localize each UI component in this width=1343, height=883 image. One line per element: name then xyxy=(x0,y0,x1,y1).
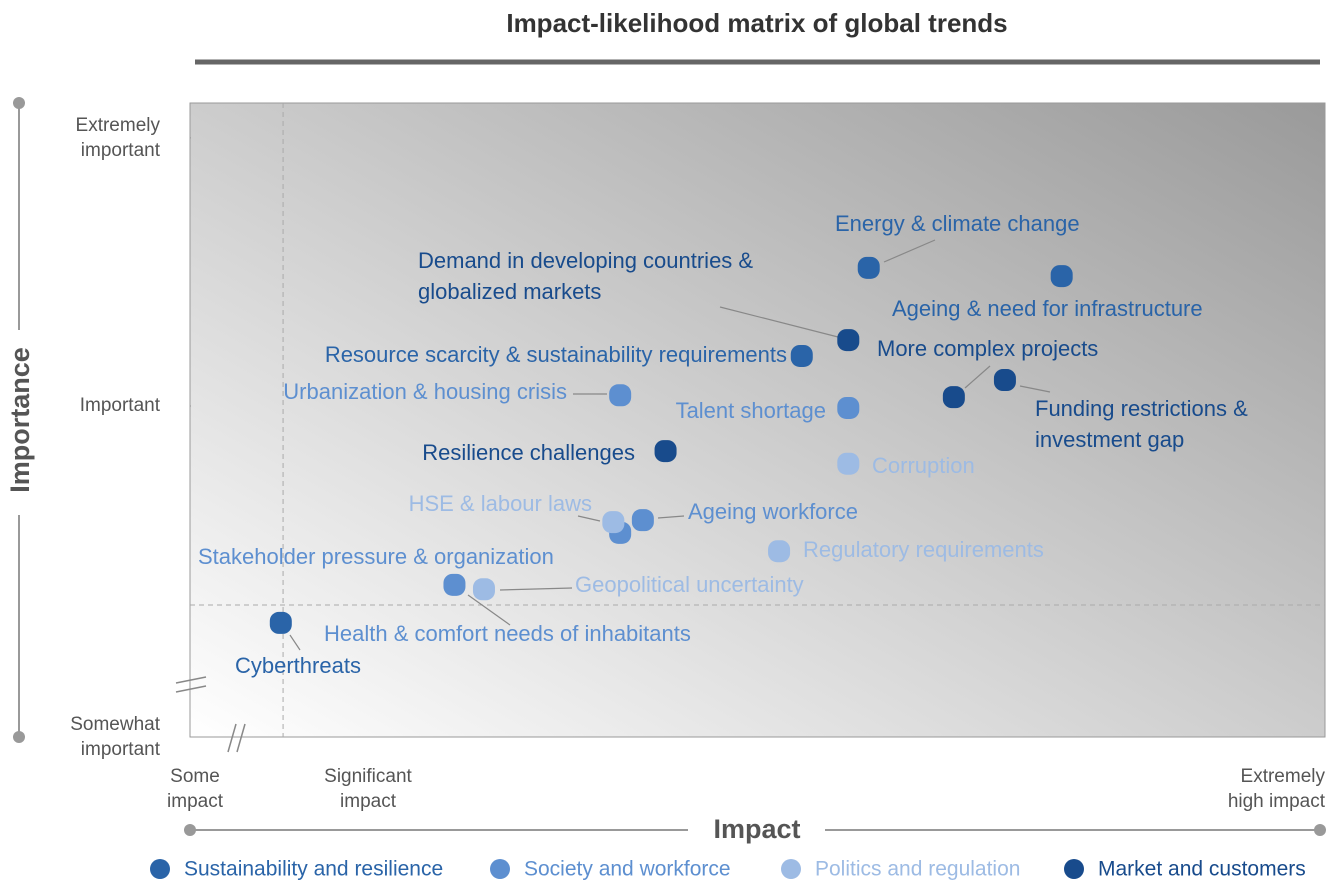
point-label: HSE & labour laws xyxy=(409,491,592,516)
point-label: Regulatory requirements xyxy=(803,537,1044,562)
leader-line xyxy=(577,515,601,522)
point xyxy=(443,573,466,596)
point xyxy=(942,386,965,409)
point-label: Demand in developing countries & globaliz… xyxy=(418,248,753,304)
point-label: Cyberthreats xyxy=(235,653,361,678)
y-tick-label: Extremely important xyxy=(76,115,161,161)
legend-swatch xyxy=(490,859,510,879)
chart-title: Impact-likelihood matrix of global trend… xyxy=(506,8,1007,38)
point xyxy=(837,396,860,419)
point xyxy=(993,369,1016,392)
x-tick-label: Some impact xyxy=(167,766,224,812)
point-label: Geopolitical uncertainty xyxy=(575,572,804,597)
point-label: More complex projects xyxy=(877,336,1098,361)
leader-line xyxy=(964,365,991,389)
leader-line xyxy=(883,239,936,263)
point-label: Resilience challenges xyxy=(422,440,635,465)
point-label: Health & comfort needs of inhabitants xyxy=(324,621,691,646)
leader-line xyxy=(719,306,839,338)
point-label: Ageing & need for infrastructure xyxy=(892,296,1203,321)
point-label: Corruption xyxy=(872,453,975,478)
axis-breaks xyxy=(175,676,246,753)
point xyxy=(602,511,625,534)
point-label: Energy & climate change xyxy=(835,211,1080,236)
legend-label: Market and customers xyxy=(1098,858,1306,881)
x-tick-label: Extremely high impact xyxy=(1228,766,1326,812)
point-label: Stakeholder pressure & organization xyxy=(198,544,554,569)
point xyxy=(609,384,632,407)
y-axis-label: Importance xyxy=(5,347,35,493)
leader-line xyxy=(289,634,301,651)
legend-label: Sustainability and resilience xyxy=(184,858,443,881)
point xyxy=(790,344,813,367)
x-axis xyxy=(184,824,1326,836)
point xyxy=(631,509,654,532)
leader-line xyxy=(499,587,573,591)
leader-line xyxy=(467,594,511,626)
legend-swatch xyxy=(781,859,801,879)
point xyxy=(472,578,495,601)
y-tick-label: Important xyxy=(80,395,161,416)
point-label: Urbanization & housing crisis xyxy=(283,379,567,404)
legend-swatch xyxy=(1064,859,1084,879)
point-label: Funding restrictions & investment gap xyxy=(1035,396,1248,452)
y-axis xyxy=(13,97,25,743)
x-tick-label: Significant impact xyxy=(324,766,412,812)
point xyxy=(837,329,860,352)
point-label: Resource scarcity & sustainability requi… xyxy=(325,342,787,367)
point-label: Talent shortage xyxy=(676,398,826,423)
leader-line xyxy=(657,515,685,519)
legend-swatch xyxy=(150,859,170,879)
point xyxy=(837,452,860,475)
plot-area xyxy=(189,102,1326,738)
point xyxy=(768,540,791,563)
x-axis-label: Impact xyxy=(713,814,800,844)
point xyxy=(1050,265,1073,288)
point xyxy=(654,440,677,463)
legend-label: Society and workforce xyxy=(524,858,731,881)
y-tick-label: Somewhat important xyxy=(70,714,161,760)
leader-line xyxy=(1019,385,1051,393)
point xyxy=(857,256,880,279)
legend-label: Politics and regulation xyxy=(815,858,1020,881)
point xyxy=(269,611,292,634)
point-label: Ageing workforce xyxy=(688,499,858,524)
